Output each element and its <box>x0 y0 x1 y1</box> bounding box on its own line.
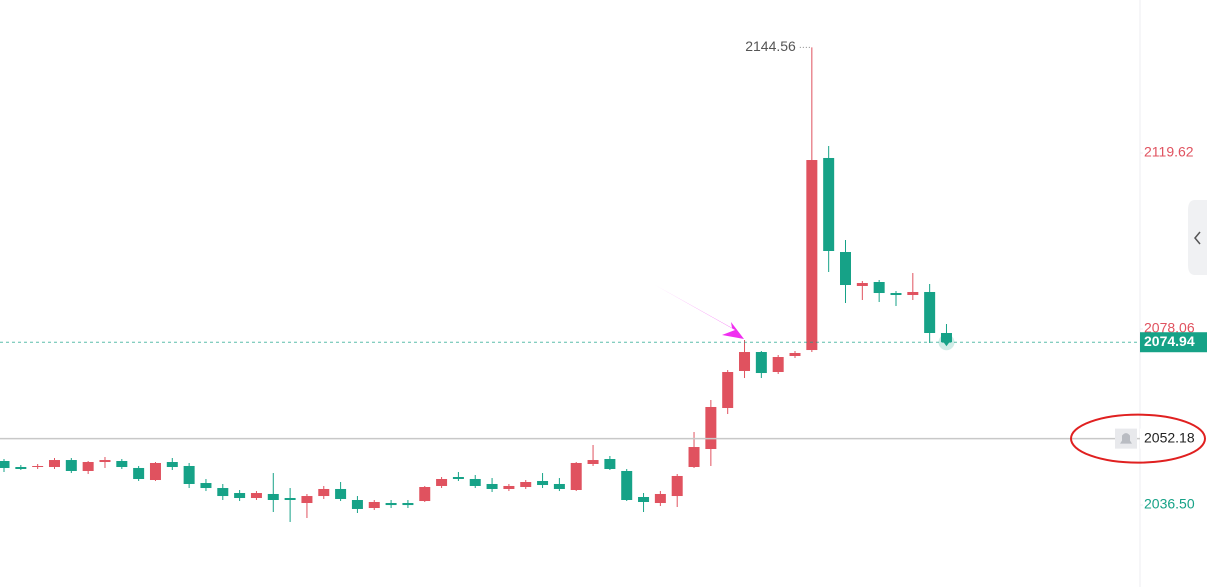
candle-body <box>284 498 296 501</box>
candle-body <box>200 483 212 489</box>
candle-body <box>806 160 818 351</box>
candle-body <box>234 493 246 499</box>
candle-body <box>335 488 347 499</box>
candle-body <box>638 496 650 502</box>
candle-body <box>48 460 60 468</box>
candle-body <box>907 291 919 296</box>
candle-body <box>553 483 565 489</box>
candle-body <box>32 465 44 468</box>
candle-body <box>385 503 397 506</box>
candle-body <box>654 493 666 504</box>
candle-body <box>587 460 599 465</box>
candle-body <box>301 496 313 504</box>
arrow <box>655 285 744 339</box>
candle-body <box>755 352 767 374</box>
candle-body <box>823 157 835 251</box>
candle-body <box>604 459 616 469</box>
candle-body <box>940 332 952 343</box>
candle-body <box>99 460 111 463</box>
candle-body <box>133 467 145 479</box>
last-marker <box>941 339 952 347</box>
candle-body <box>15 467 27 469</box>
candle-body <box>856 283 868 286</box>
candle-body <box>840 252 851 286</box>
alert-label-bg <box>1140 428 1207 449</box>
candle-body <box>368 501 380 509</box>
highlight-circle <box>1070 413 1206 464</box>
candle-body <box>520 482 532 487</box>
candle-body <box>65 460 77 471</box>
candle-body <box>318 488 330 497</box>
candle-body <box>772 357 784 373</box>
candle-body <box>570 462 582 491</box>
candle-body <box>873 282 885 294</box>
candle-body <box>503 485 515 489</box>
candle-body <box>436 478 448 486</box>
candle-body <box>789 352 801 356</box>
plot-area <box>0 47 1140 522</box>
candle-body <box>419 486 431 502</box>
candle-body <box>739 352 751 371</box>
candle-body <box>705 406 717 450</box>
candle-body <box>82 462 94 471</box>
candle-body <box>267 493 279 501</box>
candle-body <box>688 447 700 468</box>
collapse-tab[interactable] <box>1188 200 1207 275</box>
alert-icon <box>1120 433 1132 444</box>
alert-label: 2052.18 <box>1144 429 1195 445</box>
candle-body <box>149 462 161 481</box>
candle-body <box>402 503 414 506</box>
candle-body <box>621 470 633 501</box>
candle-body <box>0 460 10 468</box>
candle-body <box>671 475 683 497</box>
candle-body <box>351 500 363 509</box>
candle-body <box>452 477 464 479</box>
collapse-icon[interactable] <box>1194 231 1201 245</box>
candle-body <box>166 462 178 468</box>
candle-body <box>183 465 195 484</box>
candle-body <box>486 483 498 489</box>
candle-body <box>722 372 734 409</box>
candle-body <box>890 293 902 296</box>
candle-body <box>116 460 128 468</box>
y-tick-label: 2119.62 <box>1144 144 1194 160</box>
y-tick-label: 2078.06 <box>1144 320 1195 336</box>
price-tag <box>1140 332 1207 353</box>
candle-body <box>924 291 936 333</box>
candle-body <box>469 478 481 486</box>
y-tick-label: 2036.50 <box>1144 496 1195 512</box>
price-tag-label: 2074.94 <box>1144 333 1195 349</box>
high-label: 2144.56 <box>745 38 796 54</box>
candle-body <box>217 488 229 497</box>
candle-body <box>537 480 549 486</box>
candle-body <box>250 493 262 499</box>
